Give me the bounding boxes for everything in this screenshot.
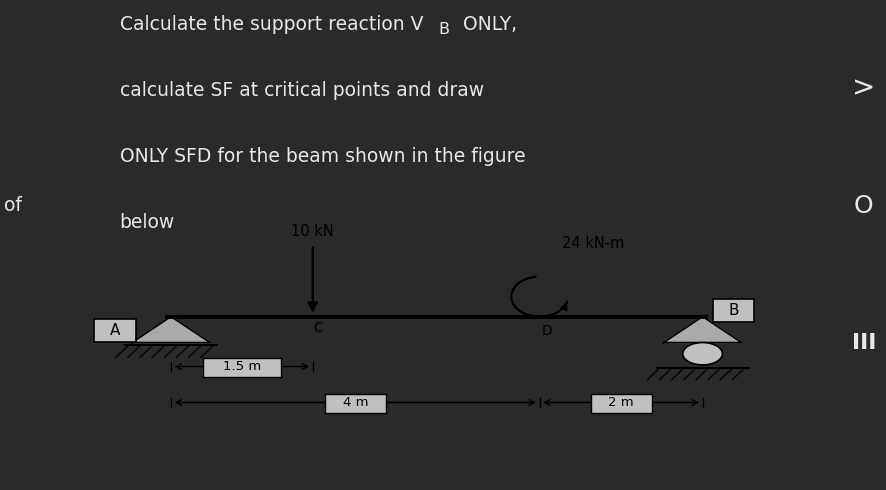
FancyBboxPatch shape (591, 393, 651, 413)
Text: III: III (851, 333, 876, 353)
Text: O: O (854, 194, 874, 218)
Text: 24 kN-m: 24 kN-m (562, 236, 624, 251)
Text: B: B (439, 22, 449, 37)
FancyBboxPatch shape (95, 319, 136, 342)
FancyBboxPatch shape (325, 393, 385, 413)
Text: Calculate the support reaction V: Calculate the support reaction V (120, 15, 424, 34)
Text: >: > (852, 74, 875, 102)
Text: ONLY,: ONLY, (451, 15, 517, 34)
Text: A: A (110, 323, 120, 338)
FancyBboxPatch shape (713, 299, 754, 322)
Text: ONLY SFD for the beam shown in the figure: ONLY SFD for the beam shown in the figur… (120, 147, 525, 166)
Text: of: of (4, 196, 22, 215)
Polygon shape (132, 317, 210, 343)
Circle shape (683, 343, 722, 365)
Text: 4 m: 4 m (343, 396, 368, 409)
Text: C: C (314, 321, 323, 335)
Text: 2 m: 2 m (609, 396, 633, 409)
Text: D: D (541, 324, 552, 338)
Polygon shape (664, 317, 742, 343)
Text: 1.5 m: 1.5 m (222, 360, 261, 373)
Text: 10 kN: 10 kN (291, 223, 334, 239)
Text: calculate SF at critical points and draw: calculate SF at critical points and draw (120, 81, 484, 100)
Text: below: below (120, 213, 175, 232)
FancyBboxPatch shape (203, 358, 281, 377)
Text: B: B (728, 303, 739, 318)
